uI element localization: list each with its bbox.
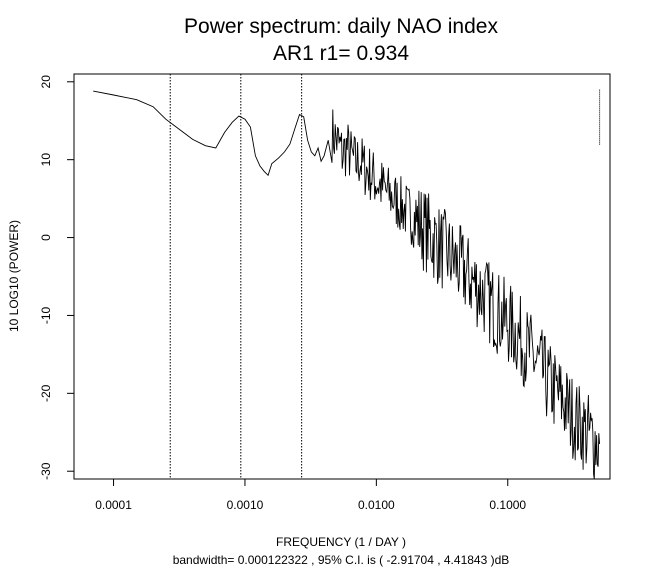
spectrum-line: [93, 90, 601, 480]
series-layer: [93, 90, 601, 480]
y-axis-label: 10 LOG10 (POWER): [7, 220, 21, 332]
y-tick-label: 0: [39, 234, 53, 241]
x-tick-label: 0.1000: [489, 498, 526, 512]
x-axis: 0.0001 0.0010 0.0100 0.1000: [95, 479, 526, 512]
plot-frame: [73, 73, 611, 480]
x-tick-label: 0.0100: [358, 498, 395, 512]
chart-title: Power spectrum: daily NAO index: [184, 15, 498, 38]
y-tick-label: -10: [39, 306, 53, 324]
chart-subtitle: AR1 r1= 0.934: [273, 42, 409, 65]
y-tick-label: 10: [39, 153, 53, 167]
reference-lines: [169, 74, 303, 479]
y-tick-label: -20: [39, 384, 53, 402]
y-axis: 20 10 0 -10 -20 -30: [39, 75, 74, 480]
x-axis-label: FREQUENCY (1 / DAY ): [276, 535, 406, 549]
bandwidth-note: bandwidth= 0.000122322 , 95% C.I. is ( -…: [173, 553, 510, 567]
y-tick-label: 20: [39, 75, 53, 89]
y-tick-label: -30: [39, 462, 53, 480]
x-tick-label: 0.0010: [227, 498, 264, 512]
x-tick-label: 0.0001: [95, 498, 132, 512]
